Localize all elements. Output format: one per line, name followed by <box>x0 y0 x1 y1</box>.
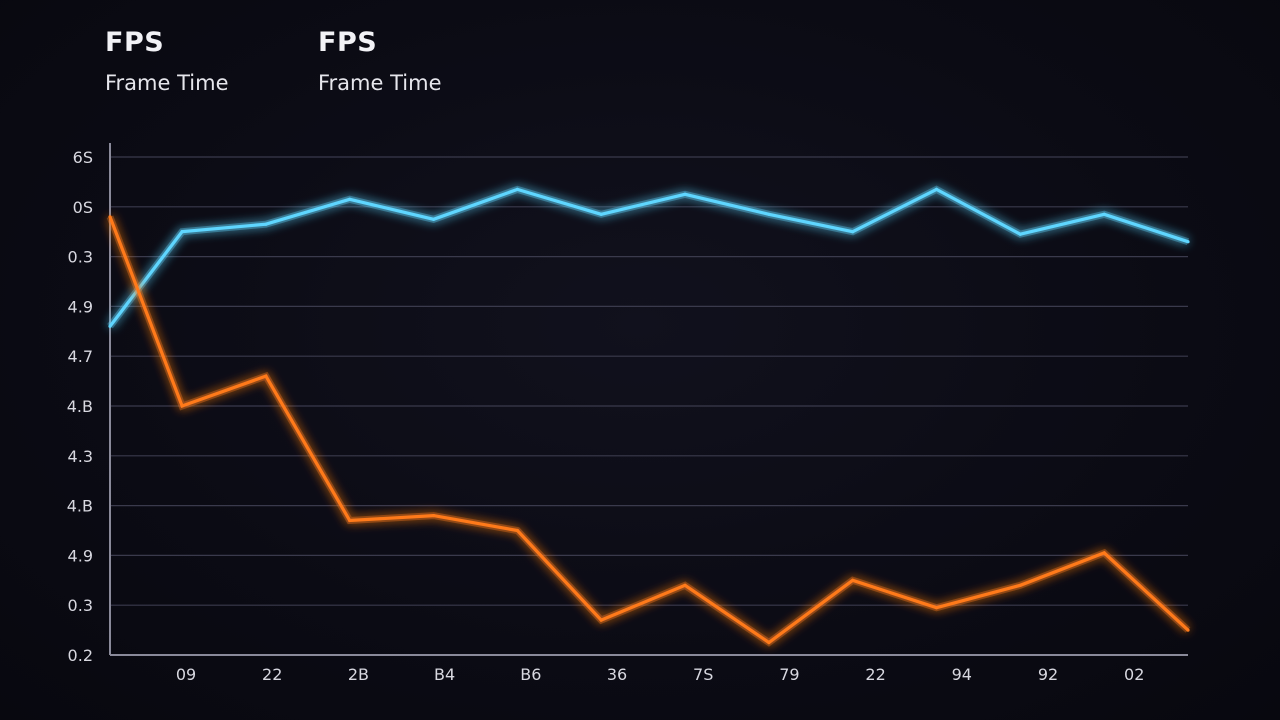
legend-block-2: FPS Frame Time <box>318 26 442 96</box>
y-tick-label: 4.7 <box>68 347 93 366</box>
y-tick-label: 0.3 <box>68 248 93 267</box>
series-2-point <box>934 606 939 610</box>
series-2-point <box>599 618 603 622</box>
series-1-point <box>515 187 520 191</box>
y-tick-label: 4.B <box>67 497 93 516</box>
series-1-glow <box>107 185 1190 329</box>
legend-subtitle: Frame Time <box>105 71 229 95</box>
x-tick-label: 22 <box>865 665 885 684</box>
x-tick-label: 02 <box>1124 665 1144 684</box>
series-1-point <box>1102 212 1106 216</box>
x-tick-label: B4 <box>434 665 455 684</box>
x-tick-label: 09 <box>176 665 196 684</box>
series-2-point <box>264 374 268 378</box>
y-tick-label: 0S <box>73 198 93 217</box>
y-axis-ticks: 6S 0S 0.3 4.9 4.7 4.B 4.3 4.B 4.9 0.3 0.2 <box>67 148 93 665</box>
series-2-point <box>1186 628 1190 632</box>
y-tick-label: 4.B <box>67 397 93 416</box>
y-tick-label: 4.9 <box>68 297 93 316</box>
series-2-point <box>348 518 352 523</box>
y-tick-label: 4.3 <box>68 447 93 466</box>
series-2-line <box>108 216 1190 645</box>
series-2-point <box>515 528 520 533</box>
x-tick-label: 92 <box>1038 665 1058 684</box>
x-tick-label: 79 <box>779 665 799 684</box>
series-2-point <box>180 404 184 408</box>
x-axis-ticks: 09 22 2B B4 B6 36 7S 79 22 94 92 02 <box>176 665 1145 684</box>
series-1-point <box>1018 232 1022 236</box>
legend-subtitle: Frame Time <box>318 71 442 95</box>
legend-block-1: FPS Frame Time <box>105 26 229 96</box>
series-2-point <box>108 215 112 219</box>
y-tick-label: 0.2 <box>68 646 93 665</box>
series-1-point <box>108 324 112 328</box>
x-tick-label: 94 <box>952 665 972 684</box>
series-1-point <box>599 212 603 216</box>
y-tick-label: 6S <box>73 148 93 167</box>
x-tick-label: 7S <box>693 665 713 684</box>
series-1-point <box>683 192 687 196</box>
series-2-point <box>432 514 436 518</box>
series-1-point <box>934 187 939 191</box>
series-1-point <box>348 197 352 201</box>
axes <box>109 143 1188 656</box>
series-1-point <box>180 230 184 234</box>
legend-title: FPS <box>318 27 378 58</box>
series-1-line <box>108 187 1189 328</box>
series-1-point <box>851 230 855 234</box>
y-tick-label: 4.9 <box>68 546 93 565</box>
x-tick-label: 22 <box>262 665 282 684</box>
series-2-point <box>851 578 855 582</box>
series-2-point <box>1018 583 1022 587</box>
x-tick-label: 2B <box>348 665 369 684</box>
series-2-point <box>1102 551 1106 555</box>
x-tick-label: 36 <box>607 665 627 684</box>
series-2-glow <box>106 215 1191 647</box>
grid <box>110 156 1188 606</box>
series-1-point <box>767 212 771 216</box>
legend-title: FPS <box>105 27 165 58</box>
series-2-point <box>767 640 771 645</box>
y-tick-label: 0.3 <box>68 596 93 615</box>
series-1-point <box>264 222 268 226</box>
series-1-point <box>432 217 436 221</box>
series <box>106 185 1191 647</box>
series-2-point <box>683 583 687 587</box>
series-1-point <box>1186 240 1190 244</box>
x-tick-label: B6 <box>520 665 541 684</box>
